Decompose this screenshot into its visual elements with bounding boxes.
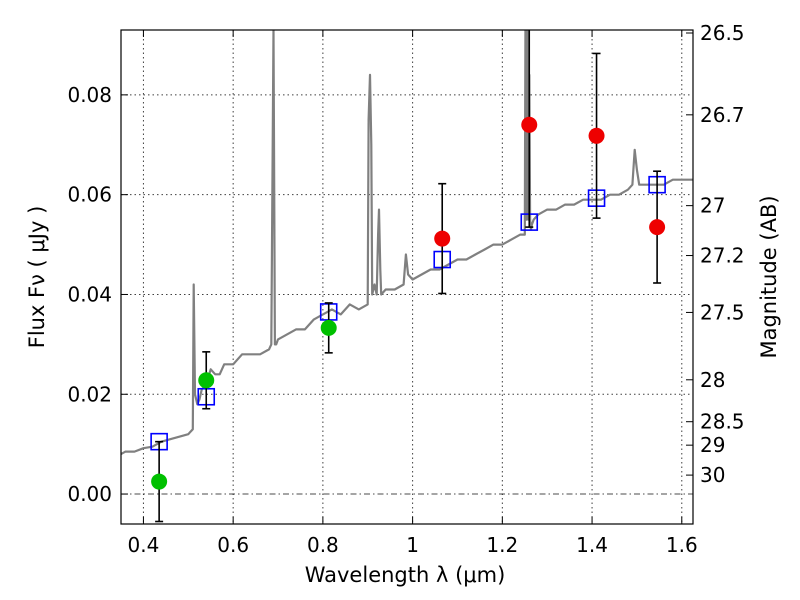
- observed-flux-point: [434, 230, 451, 247]
- x-tick-label: 1.4: [576, 533, 608, 557]
- magnitude-tick-label: 27.5: [700, 300, 745, 324]
- grid-lines: [121, 30, 693, 524]
- x-tick-label: 1.6: [666, 533, 698, 557]
- plot-area: [121, 30, 693, 523]
- x-tick-label: 1.2: [486, 533, 518, 557]
- observed-flux-point: [588, 127, 605, 144]
- magnitude-tick-label: 26.5: [700, 21, 745, 45]
- y-axis-title-text: Flux Fν ( μJy ): [25, 206, 49, 349]
- x-axis-title: Wavelength λ (μm): [305, 563, 506, 587]
- y-tick-label: 0.02: [67, 382, 112, 406]
- y-tick-label: 0.06: [67, 183, 112, 207]
- x-tick-label: 1: [406, 533, 419, 557]
- x-axis-title-text: Wavelength λ (μm): [305, 563, 506, 587]
- magnitude-tick-label: 27.2: [700, 244, 745, 268]
- axis-ticks: 0.4 0.6 0.8 1 1.2 1.4 1.6 0.00 0.02 0.04 0.06 0.08 2…: [67, 21, 744, 557]
- x-tick-label: 0.6: [217, 533, 249, 557]
- x-tick-label: 0.8: [307, 533, 339, 557]
- magnitude-tick-label: 29: [700, 433, 725, 457]
- y-tick-label: 0.00: [67, 482, 112, 506]
- plot-frame: [120, 29, 694, 525]
- magnitude-tick-label: 26.7: [700, 103, 745, 127]
- right-axis-title-text: Magnitude (AB): [757, 195, 781, 358]
- observed-flux-point: [198, 372, 215, 389]
- y-axis-title: Flux Fν ( μJy ): [25, 206, 49, 349]
- y-tick-label: 0.04: [67, 282, 112, 306]
- magnitude-tick-label: 28.5: [700, 410, 745, 434]
- observed-flux-point: [151, 473, 168, 490]
- right-axis-title: Magnitude (AB): [757, 195, 781, 358]
- observed-flux-point: [320, 319, 337, 336]
- magnitude-tick-label: 28: [700, 368, 725, 392]
- observed-flux-point: [521, 116, 538, 133]
- x-tick-label: 0.4: [128, 533, 160, 557]
- observed-flux-point: [649, 219, 666, 236]
- magnitude-tick-label: 27: [700, 194, 725, 218]
- y-tick-label: 0.08: [67, 83, 112, 107]
- magnitude-tick-label: 30: [700, 463, 725, 487]
